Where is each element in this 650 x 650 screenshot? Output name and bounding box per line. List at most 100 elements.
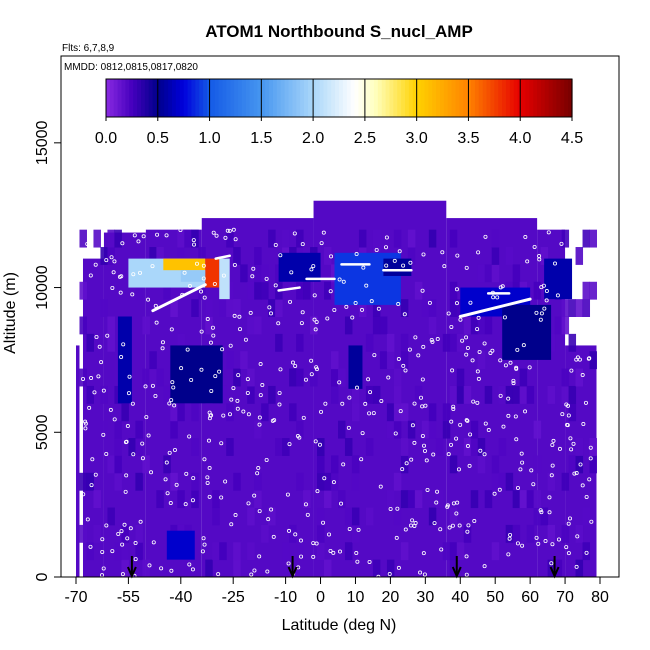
sample-point: [101, 432, 106, 437]
colorbar-swatch: [560, 79, 565, 117]
x-tick-label: 20: [382, 589, 400, 606]
texture-cell: [589, 351, 598, 370]
texture-cell: [219, 299, 227, 317]
sample-point: [154, 320, 159, 325]
texture-cell: [351, 385, 360, 404]
sample-point: [420, 404, 425, 409]
sample-point: [219, 441, 224, 446]
sample-point: [182, 270, 187, 275]
colorbar-swatch: [315, 79, 321, 117]
colorbar-swatch: [191, 79, 196, 117]
texture-cell: [512, 385, 521, 404]
x-tick-label: 40: [451, 589, 469, 606]
colorbar-swatch: [222, 79, 227, 117]
sample-point: [122, 522, 127, 527]
sample-point: [450, 523, 455, 528]
sample-point: [246, 501, 251, 506]
sample-point: [93, 262, 98, 267]
sample-point: [534, 310, 539, 315]
texture-cell: [449, 385, 458, 404]
texture-cell: [561, 368, 570, 387]
sample-point: [347, 395, 352, 400]
texture-cell: [575, 247, 584, 265]
sample-point: [550, 463, 555, 468]
texture-cell: [561, 299, 570, 317]
texture-cell: [463, 524, 472, 543]
sample-point: [140, 456, 145, 461]
sample-point: [201, 276, 206, 281]
sample-point: [376, 306, 381, 311]
colorbar-swatch: [269, 79, 274, 117]
sample-point: [199, 329, 204, 334]
flight-track-segment: [214, 254, 231, 260]
sample-point: [104, 451, 109, 456]
texture-cell: [296, 472, 304, 491]
texture-cell: [400, 403, 409, 422]
sample-point: [309, 267, 314, 272]
sample-point: [507, 536, 512, 541]
sample-point: [270, 418, 275, 423]
sample-point: [96, 374, 101, 379]
colorbar-swatch: [253, 79, 259, 117]
colorbar-swatch: [117, 79, 123, 117]
texture-cell: [114, 455, 122, 474]
sample-point: [314, 367, 319, 372]
sample-point: [575, 534, 580, 539]
sample-point: [245, 377, 250, 382]
texture-cell: [205, 559, 213, 577]
texture-cell: [372, 559, 381, 577]
sample-point: [104, 523, 109, 528]
sample-point: [221, 273, 226, 278]
texture-cell: [331, 455, 339, 474]
colorbar-swatch: [478, 79, 484, 117]
sample-point: [394, 535, 399, 540]
sample-point: [205, 475, 210, 480]
sample-point: [482, 564, 487, 569]
feature-cell-14: [383, 258, 412, 276]
sample-point: [164, 460, 169, 465]
sample-point: [100, 537, 105, 542]
texture-cell: [400, 333, 409, 352]
texture-cell: [351, 507, 360, 526]
sample-point: [435, 337, 440, 342]
texture-cell: [568, 299, 577, 317]
sample-point: [346, 425, 351, 430]
texture-cell: [386, 420, 395, 439]
sample-point: [542, 306, 547, 311]
texture-cell: [561, 524, 570, 543]
sample-point: [355, 385, 360, 390]
texture-cell: [393, 472, 402, 491]
colorbar-swatch: [168, 79, 173, 117]
sample-point: [184, 471, 189, 476]
sample-point: [214, 233, 219, 238]
sample-point: [257, 422, 262, 427]
texture-cell: [519, 368, 528, 387]
sample-point: [501, 424, 506, 429]
texture-cell: [582, 229, 591, 248]
colorbar-swatch: [412, 79, 418, 117]
sample-point: [555, 293, 560, 298]
colorbar-swatch: [358, 79, 363, 117]
sample-point: [468, 300, 473, 305]
sample-point: [249, 572, 254, 577]
colorbar-tick-label: 2.5: [354, 130, 376, 147]
sample-point: [577, 357, 582, 362]
sample-point: [241, 409, 246, 414]
texture-cell: [219, 542, 227, 561]
sample-point: [124, 439, 129, 444]
colorbar-swatch: [463, 79, 468, 117]
sample-point: [455, 500, 460, 505]
sample-point: [248, 310, 253, 315]
texture-cell: [233, 559, 241, 577]
texture-cell: [582, 507, 591, 526]
texture-cell: [128, 438, 136, 456]
sample-point: [354, 252, 359, 257]
texture-cell: [261, 264, 269, 283]
sample-point: [205, 317, 210, 322]
texture-cell: [282, 542, 290, 561]
texture-cell: [582, 299, 591, 317]
texture-cell: [142, 559, 150, 577]
sample-point: [567, 516, 572, 521]
sample-point: [425, 487, 430, 492]
